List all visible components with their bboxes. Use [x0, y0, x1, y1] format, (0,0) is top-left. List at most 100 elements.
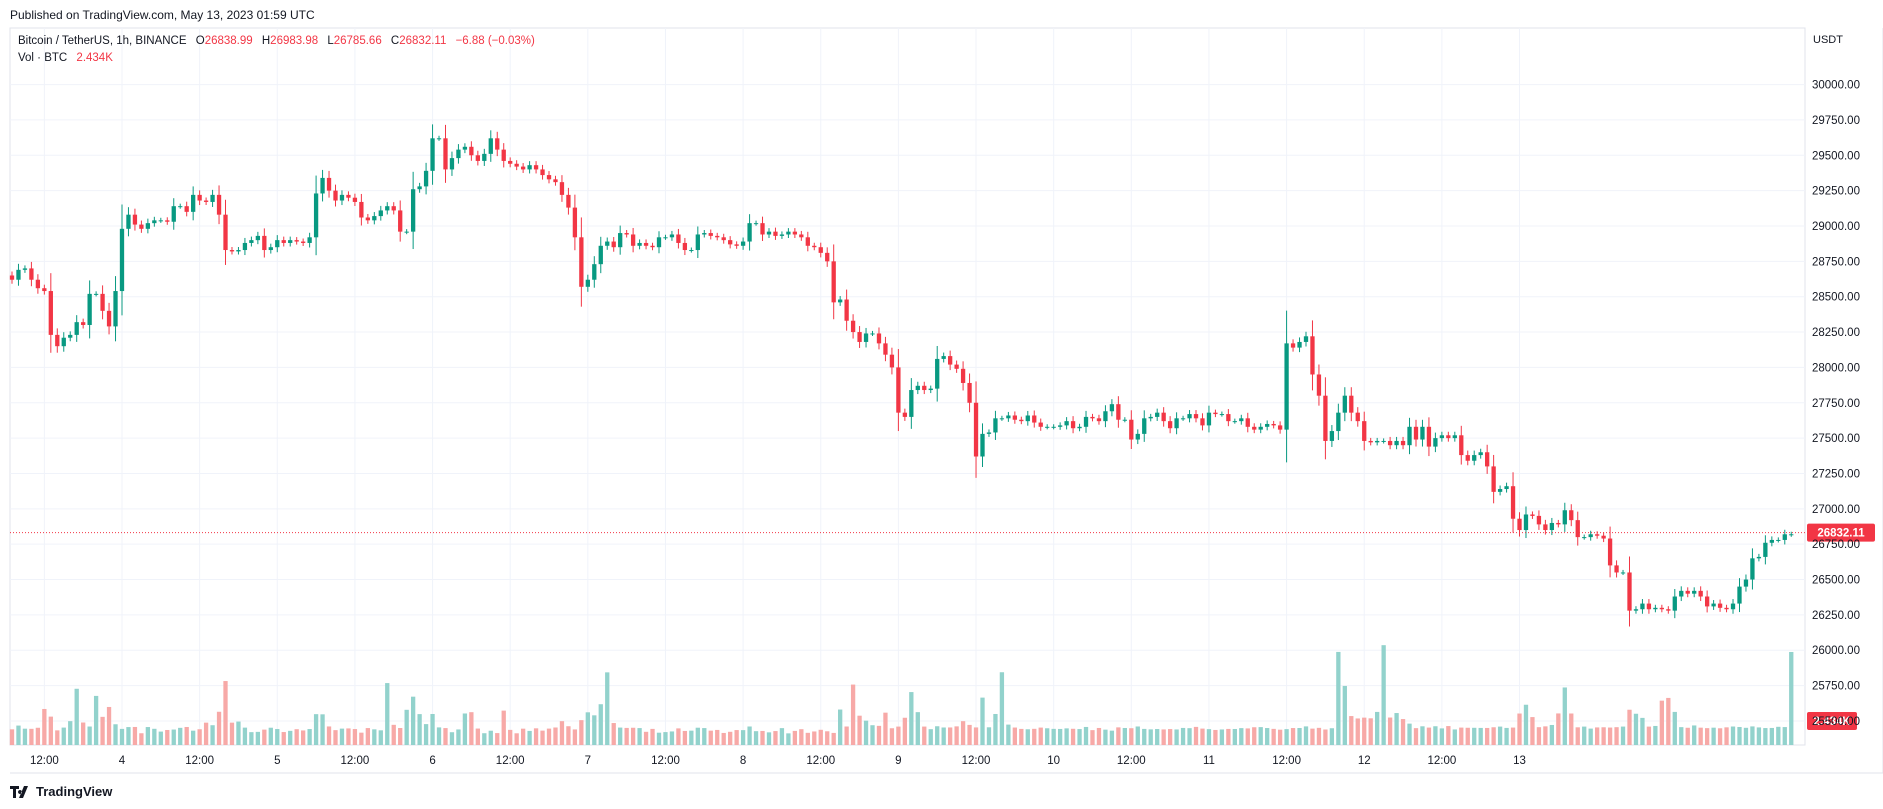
volume-bar [643, 731, 649, 745]
candle [1717, 599, 1723, 612]
candle [1459, 425, 1464, 465]
candle [119, 204, 125, 316]
candle-body [132, 214, 138, 225]
volume-bar [1142, 728, 1147, 745]
candle-body [119, 228, 125, 292]
candle [799, 230, 804, 241]
x-tick-label: 12:00 [341, 755, 370, 767]
volume-bar [16, 725, 21, 745]
candle-body [624, 233, 629, 235]
candle [1679, 586, 1684, 602]
volume-bar [1556, 713, 1561, 745]
candle-body [1387, 440, 1393, 446]
candle-body [1213, 412, 1218, 415]
volume-bar [1012, 727, 1017, 745]
volume-bar [55, 730, 60, 745]
candle [948, 350, 953, 371]
candle-body [682, 242, 688, 251]
candle [592, 256, 597, 288]
candle-body [210, 194, 215, 202]
candle-body [1349, 395, 1354, 413]
volume-bar [255, 731, 261, 745]
candle [1116, 396, 1121, 428]
candle-body [1685, 590, 1690, 594]
candle-body [346, 194, 351, 198]
volume-bar [799, 729, 804, 745]
candle-body [805, 237, 810, 246]
candle [320, 169, 325, 202]
tradingview-logo[interactable]: TradingView [10, 784, 112, 801]
candle [650, 242, 655, 251]
volume-bar [35, 727, 41, 745]
x-tick-label: 10 [1047, 755, 1060, 767]
candle-body [611, 241, 616, 248]
volume-bar [501, 710, 506, 745]
y-tick-label: 28250.00 [1812, 327, 1860, 339]
volume-bar [1672, 711, 1677, 745]
volume-bar [385, 683, 390, 745]
close-value: 26832.11 [399, 35, 447, 47]
candle-body [87, 293, 92, 325]
volume-bar [514, 733, 519, 745]
candle-body [1167, 421, 1173, 429]
candle-body [993, 418, 998, 433]
volume-bar [223, 681, 228, 745]
volume-bar [1737, 726, 1742, 745]
volume-bar [365, 728, 370, 745]
candle-body [630, 234, 636, 246]
volume-bar [1167, 729, 1173, 745]
candle [456, 144, 461, 164]
candle-body [191, 194, 196, 212]
candle-body [1407, 426, 1412, 446]
candle-body [870, 333, 875, 335]
candle-body [896, 367, 901, 413]
symbol-title[interactable]: Bitcoin / TetherUS, 1h, BINANCE [18, 35, 187, 47]
volume-bar [1614, 727, 1619, 745]
candle-body [734, 244, 739, 246]
candle-body [1394, 440, 1399, 446]
candle [1155, 408, 1160, 421]
y-tick-label: 26000.00 [1812, 645, 1860, 657]
volume-bar [792, 730, 798, 745]
volume-label[interactable]: Vol · BTC [18, 52, 68, 64]
candle [1258, 423, 1263, 434]
volume-bar [825, 731, 830, 745]
candle-body [242, 242, 248, 251]
volume-bar [993, 713, 998, 745]
candle [1323, 377, 1328, 460]
candle-body [702, 233, 707, 235]
candle-body [352, 197, 358, 202]
candle [1452, 431, 1457, 442]
candle-body [139, 224, 144, 229]
volume-bar [1161, 729, 1166, 745]
candle-body [126, 214, 131, 229]
y-tick-label: 27500.00 [1812, 433, 1860, 445]
candle [624, 230, 629, 238]
volume-bar [1122, 727, 1127, 745]
candle [792, 228, 798, 239]
candle-body [404, 231, 409, 233]
candle [1219, 411, 1225, 417]
x-tick-label: 9 [895, 755, 901, 767]
candle-body [1659, 607, 1664, 610]
volume-bar [1070, 728, 1076, 745]
volume-bar [352, 729, 358, 745]
candle [1064, 417, 1069, 430]
candle-body [1640, 603, 1645, 610]
volume-bar [1569, 713, 1574, 745]
candle [663, 234, 668, 240]
volume-bar [1284, 729, 1289, 745]
volume-bar [68, 721, 73, 745]
volume-bar [1342, 685, 1347, 745]
candle [967, 373, 972, 413]
candle [1692, 587, 1697, 598]
volume-bar [928, 729, 933, 745]
candle [126, 207, 131, 237]
volume-bar [980, 697, 985, 745]
volume-bar [469, 712, 474, 745]
candle [1193, 410, 1199, 423]
candle-body [825, 252, 830, 262]
candle [1019, 416, 1024, 425]
volume-bar [488, 730, 493, 745]
